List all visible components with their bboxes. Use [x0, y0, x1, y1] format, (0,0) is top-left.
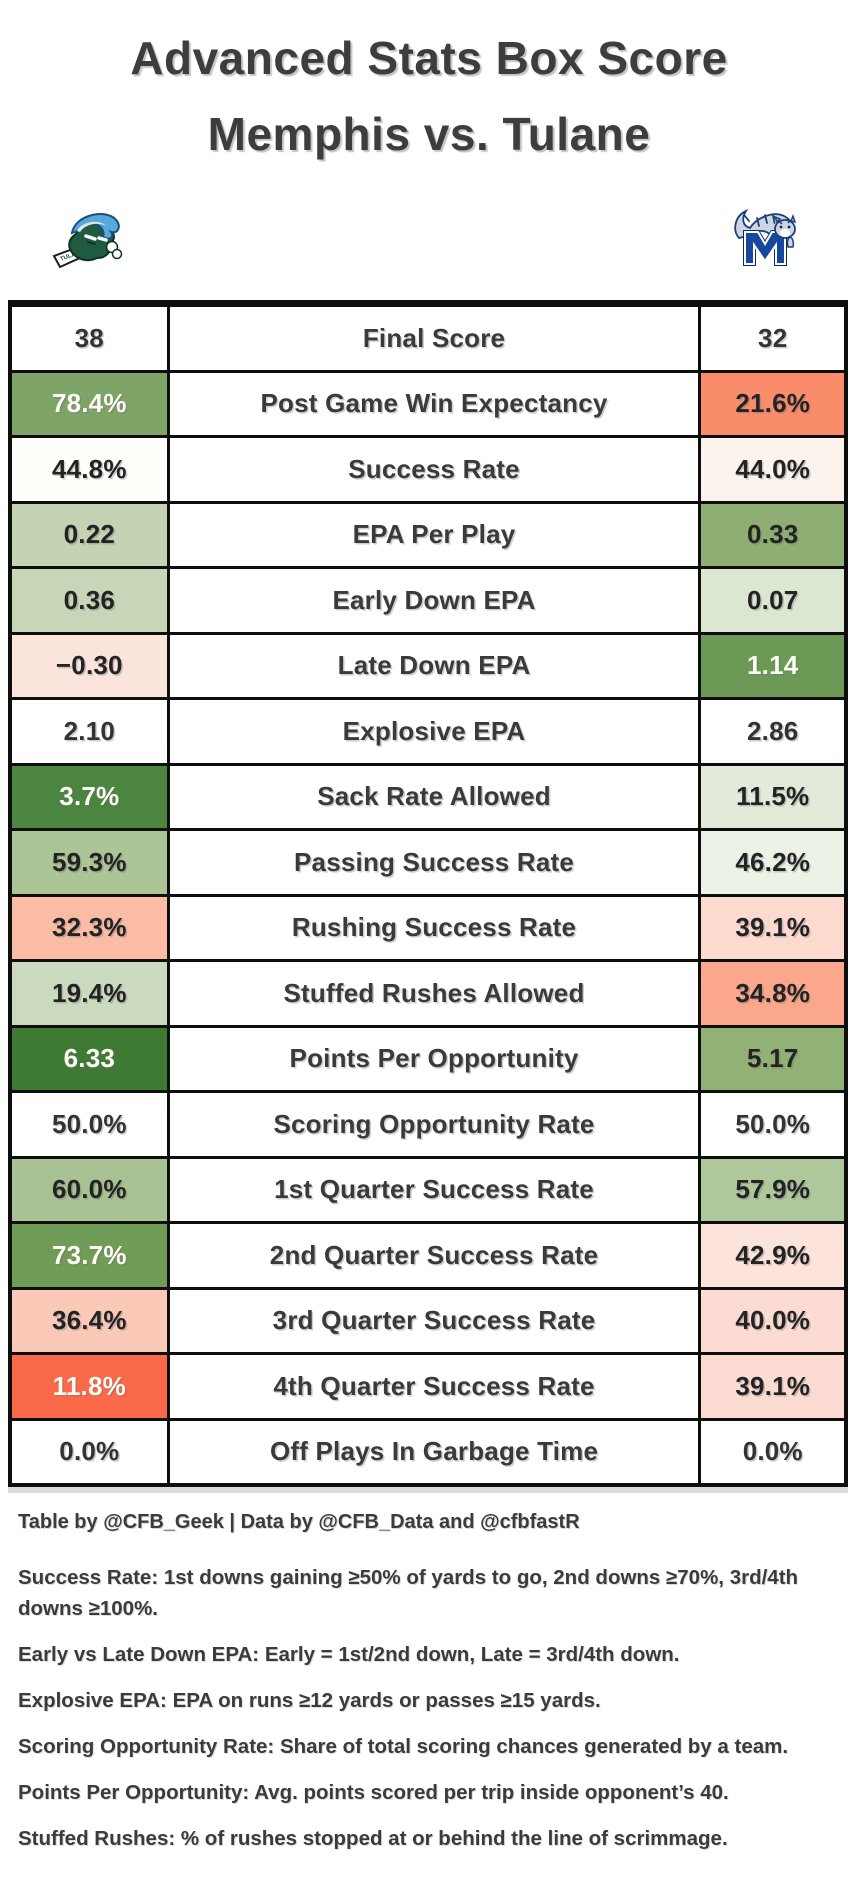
- team-left-value: 0.36: [8, 566, 170, 635]
- team-left-value: 73.7%: [8, 1221, 170, 1290]
- team-left-value: 38: [8, 302, 170, 373]
- table-row: 11.8% 4th Quarter Success Rate 39.1%: [8, 1352, 848, 1421]
- team-right-value: 44.0%: [698, 435, 848, 504]
- team-logos: TULANE: [0, 204, 858, 270]
- team-right-value: 11.5%: [698, 762, 848, 831]
- team-left-value: −0.30: [8, 631, 170, 700]
- table-row: 50.0% Scoring Opportunity Rate 50.0%: [8, 1090, 848, 1159]
- metric-label: Post Game Win Expectancy: [166, 369, 702, 438]
- table-row: 32.3% Rushing Success Rate 39.1%: [8, 893, 848, 962]
- team-right-value: 0.33: [698, 500, 848, 569]
- table-row: 44.8% Success Rate 44.0%: [8, 435, 848, 504]
- metric-label: Final Score: [166, 302, 702, 373]
- team-left-value: 19.4%: [8, 959, 170, 1028]
- footnote-term: Success Rate:: [18, 1566, 159, 1589]
- team-left-value: 78.4%: [8, 369, 170, 438]
- table-row: 36.4% 3rd Quarter Success Rate 40.0%: [8, 1286, 848, 1355]
- team-left-value: 0.0%: [8, 1417, 170, 1487]
- team-left-value: 11.8%: [8, 1352, 170, 1421]
- table-row: −0.30 Late Down EPA 1.14: [8, 631, 848, 700]
- team-right-value: 39.1%: [698, 893, 848, 962]
- team-right-value: 42.9%: [698, 1221, 848, 1290]
- metric-label: Sack Rate Allowed: [166, 762, 702, 831]
- title-line-1: Advanced Stats Box Score: [130, 32, 728, 84]
- attribution: Table by @CFB_Geek | Data by @CFB_Data a…: [18, 1511, 580, 1533]
- footnote: Points Per Opportunity: Avg. points scor…: [18, 1781, 729, 1804]
- metric-label: EPA Per Play: [166, 500, 702, 569]
- metric-label: Early Down EPA: [166, 566, 702, 635]
- team-left-value: 3.7%: [8, 762, 170, 831]
- tulane-green-wave-icon: TULANE: [52, 213, 123, 269]
- team-left-value: 2.10: [8, 697, 170, 766]
- table-row: 3.7% Sack Rate Allowed 11.5%: [8, 762, 848, 831]
- metric-label: Scoring Opportunity Rate: [166, 1090, 702, 1159]
- footnote: Explosive EPA: EPA on runs ≥12 yards or …: [18, 1689, 601, 1712]
- team-right-value: 21.6%: [698, 369, 848, 438]
- footnote: Early vs Late Down EPA: Early = 1st/2nd …: [18, 1643, 680, 1666]
- team-right-value: 2.86: [698, 697, 848, 766]
- team-left-value: 50.0%: [8, 1090, 170, 1159]
- footnote-term: Scoring Opportunity Rate:: [18, 1735, 275, 1758]
- table-row: 38 Final Score 32: [8, 302, 848, 373]
- table-row: 60.0% 1st Quarter Success Rate 57.9%: [8, 1155, 848, 1224]
- metric-label: Off Plays In Garbage Time: [166, 1417, 702, 1487]
- team-right-value: 5.17: [698, 1024, 848, 1093]
- table-row: 19.4% Stuffed Rushes Allowed 34.8%: [8, 959, 848, 1028]
- table-row: 6.33 Points Per Opportunity 5.17: [8, 1024, 848, 1093]
- team-right-value: 50.0%: [698, 1090, 848, 1159]
- team-right-value: 39.1%: [698, 1352, 848, 1421]
- metric-label: 2nd Quarter Success Rate: [166, 1221, 702, 1290]
- stats-table: 38 Final Score 32 78.4% Post Game Win Expect…: [8, 300, 848, 1487]
- page: Advanced Stats Box Score Memphis vs. Tul…: [0, 0, 858, 1854]
- table-row: 2.10 Explosive EPA 2.86: [8, 697, 848, 766]
- table-row: 0.22 EPA Per Play 0.33: [8, 500, 848, 569]
- team-left-value: 0.22: [8, 500, 170, 569]
- stats-table-wrap: 38 Final Score 32 78.4% Post Game Win Expect…: [8, 300, 848, 1487]
- metric-label: Explosive EPA: [166, 697, 702, 766]
- footnote-term: Stuffed Rushes:: [18, 1827, 176, 1850]
- metric-label: Passing Success Rate: [166, 828, 702, 897]
- metric-label: Stuffed Rushes Allowed: [166, 959, 702, 1028]
- team-right-value: 1.14: [698, 631, 848, 700]
- memphis-tigers-icon: [734, 208, 797, 266]
- team-left-value: 44.8%: [8, 435, 170, 504]
- team-left-value: 60.0%: [8, 1155, 170, 1224]
- team-left-value: 6.33: [8, 1024, 170, 1093]
- footnote-term: Early vs Late Down EPA:: [18, 1643, 260, 1666]
- table-row: 78.4% Post Game Win Expectancy 21.6%: [8, 369, 848, 438]
- metric-label: Rushing Success Rate: [166, 893, 702, 962]
- table-row: 0.36 Early Down EPA 0.07: [8, 566, 848, 635]
- footnote: Success Rate: 1st downs gaining ≥50% of …: [18, 1566, 799, 1620]
- footnote: Scoring Opportunity Rate: Share of total…: [18, 1735, 789, 1758]
- title-line-2: Memphis vs. Tulane: [207, 108, 651, 160]
- team-right-value: 32: [698, 302, 848, 373]
- metric-label: Success Rate: [166, 435, 702, 504]
- table-row: 73.7% 2nd Quarter Success Rate 42.9%: [8, 1221, 848, 1290]
- footnote: Stuffed Rushes: % of rushes stopped at o…: [18, 1827, 728, 1850]
- team-right-value: 0.0%: [698, 1417, 848, 1487]
- metric-label: 1st Quarter Success Rate: [166, 1155, 702, 1224]
- team-left-value: 36.4%: [8, 1286, 170, 1355]
- team-right-value: 34.8%: [698, 959, 848, 1028]
- footnotes: Success Rate: 1st downs gaining ≥50% of …: [18, 1562, 838, 1854]
- team-right-value: 46.2%: [698, 828, 848, 897]
- team-left-value: 32.3%: [8, 893, 170, 962]
- team-right-value: 57.9%: [698, 1155, 848, 1224]
- page-title: Advanced Stats Box Score Memphis vs. Tul…: [0, 0, 858, 172]
- footnote-term: Explosive EPA:: [18, 1689, 167, 1712]
- metric-label: 3rd Quarter Success Rate: [166, 1286, 702, 1355]
- team-left-value: 59.3%: [8, 828, 170, 897]
- table-row: 59.3% Passing Success Rate 46.2%: [8, 828, 848, 897]
- footnote-term: Points Per Opportunity:: [18, 1781, 250, 1804]
- table-row: 0.0% Off Plays In Garbage Time 0.0%: [8, 1417, 848, 1487]
- metric-label: Late Down EPA: [166, 631, 702, 700]
- metric-label: Points Per Opportunity: [166, 1024, 702, 1093]
- team-right-value: 0.07: [698, 566, 848, 635]
- team-right-value: 40.0%: [698, 1286, 848, 1355]
- metric-label: 4th Quarter Success Rate: [166, 1352, 702, 1421]
